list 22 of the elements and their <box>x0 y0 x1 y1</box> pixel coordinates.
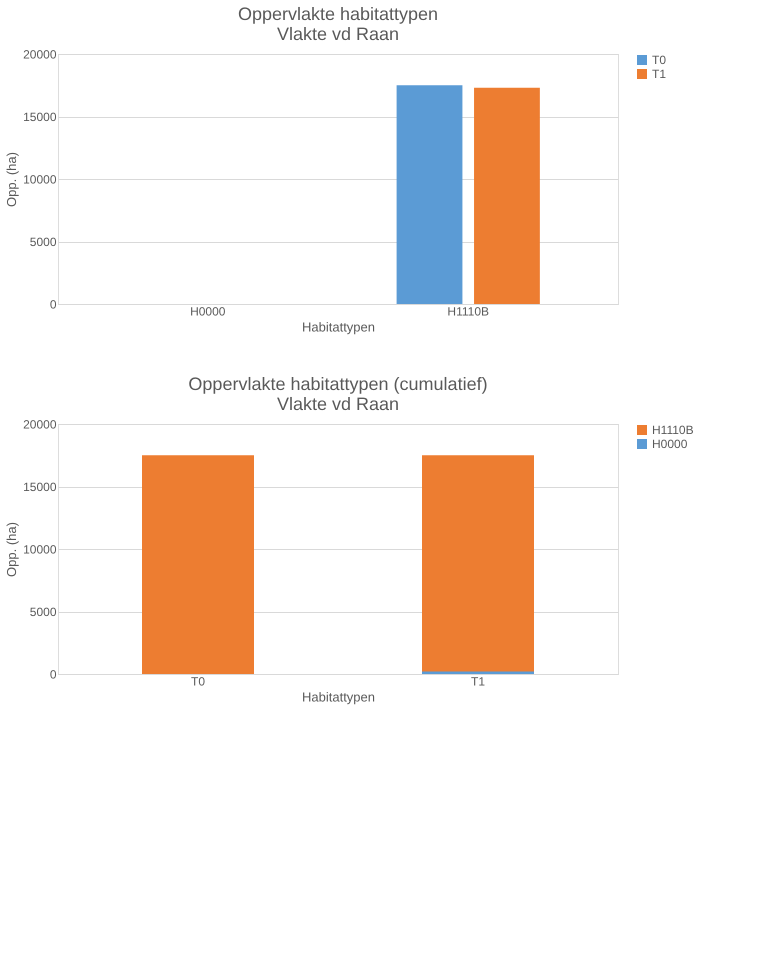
y-tick-label: 5000 <box>30 605 57 619</box>
y-tick-label: 20000 <box>23 48 57 62</box>
x-axis-title: Habitattypen <box>302 690 375 704</box>
legend-label: H1110B <box>652 423 694 437</box>
legend-label: T0 <box>652 53 666 67</box>
y-tick-label: 20000 <box>23 418 57 432</box>
y-tick-label: 0 <box>50 668 57 682</box>
y-axis-title: Opp. (ha) <box>4 522 20 577</box>
y-tick-label: 0 <box>50 298 57 312</box>
y-axis-title: Opp. (ha) <box>4 152 20 207</box>
y-tick-label: 10000 <box>23 542 57 556</box>
text: Vlakte vd Raan <box>276 394 400 414</box>
text: Oppervlakte habitattypen <box>238 4 438 24</box>
legend-label: T1 <box>652 67 666 81</box>
y-tick-label: 5000 <box>30 235 57 249</box>
y-tick-label: 15000 <box>23 110 57 124</box>
text: Oppervlakte habitattypen (cumulatief) <box>188 374 488 394</box>
x-axis-title: Habitattypen <box>302 320 375 334</box>
y-tick-label: 10000 <box>23 172 57 186</box>
y-tick-label: 15000 <box>23 480 57 494</box>
text: Vlakte vd Raan <box>276 24 400 44</box>
legend-label: H0000 <box>652 437 688 451</box>
